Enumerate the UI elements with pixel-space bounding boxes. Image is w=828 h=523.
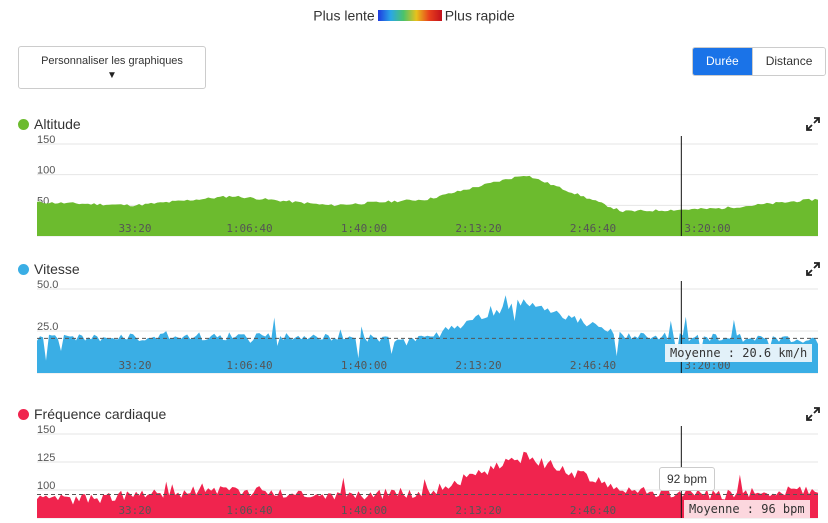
y-tick-label: 150: [37, 424, 55, 436]
heart-rate-legend-dot: [18, 408, 29, 420]
expand-icon[interactable]: [806, 262, 820, 276]
y-tick-label: 50.0: [37, 279, 58, 291]
altitude-title-text: Altitude: [34, 116, 81, 132]
series-area: [37, 175, 818, 236]
x-tick-label: 1:40:00: [341, 359, 387, 372]
series-area: [37, 451, 818, 518]
expand-icon[interactable]: [806, 407, 820, 421]
altitude-chart: 15010050033:201:06:401:40:002:13:202:46:…: [37, 134, 818, 238]
duration-toggle-button[interactable]: Durée: [693, 48, 752, 75]
x-tick-label: 1:06:40: [226, 359, 272, 372]
customize-charts-button[interactable]: Personnaliser les graphiques ▼: [18, 46, 206, 89]
y-tick-label: 100: [37, 165, 55, 177]
x-tick-label: 1:40:00: [341, 504, 387, 517]
heart-rate-average-badge: Moyenne : 96 bpm: [684, 500, 810, 518]
x-tick-label: 33:20: [118, 359, 151, 372]
y-tick-label: 25.0: [37, 321, 58, 333]
heart-rate-title-text: Fréquence cardiaque: [34, 406, 167, 422]
x-tick-label: 2:13:20: [455, 359, 501, 372]
speed-chart: 50.025.00.033:201:06:401:40:002:13:202:4…: [37, 279, 818, 375]
x-tick-label: 2:46:40: [570, 504, 616, 517]
slow-label: Plus lente: [313, 7, 375, 24]
speed-legend-dot: [18, 263, 29, 275]
speed-title-text: Vitesse: [34, 261, 80, 277]
distance-toggle-button[interactable]: Distance: [751, 48, 826, 75]
y-tick-label: 125: [37, 452, 55, 464]
speed-average-badge: Moyenne : 20.6 km/h: [665, 344, 813, 362]
x-tick-label: 3:20:00: [684, 359, 730, 372]
x-tick-label: 2:13:20: [455, 222, 501, 235]
x-tick-label: 3:20:00: [684, 222, 730, 235]
speed-gradient-bar: [377, 9, 442, 21]
x-tick-label: 2:46:40: [570, 359, 616, 372]
series-area: [37, 295, 818, 373]
x-tick-label: 1:40:00: [341, 222, 387, 235]
x-tick-label: 1:06:40: [226, 222, 272, 235]
altitude-chart-title: Altitude: [18, 116, 81, 132]
axis-mode-toggle: Durée Distance: [692, 47, 827, 76]
x-tick-label: 1:06:40: [226, 504, 272, 517]
y-tick-label: 150: [37, 134, 55, 146]
heart-rate-chart: 1501251007533:201:06:401:40:002:13:202:4…: [37, 424, 818, 520]
speed-color-legend: Plus lente Plus rapide: [0, 6, 828, 23]
y-tick-label: 100: [37, 480, 55, 492]
fast-label: Plus rapide: [444, 7, 515, 24]
speed-chart-title: Vitesse: [18, 261, 80, 277]
heart-rate-tooltip: 92 bpm: [659, 467, 716, 491]
customize-charts-label: Personnaliser les graphiques: [41, 55, 183, 67]
expand-icon[interactable]: [806, 117, 820, 131]
x-tick-label: 2:13:20: [455, 504, 501, 517]
caret-down-icon: ▼: [107, 70, 117, 81]
heart-rate-chart-title: Fréquence cardiaque: [18, 406, 166, 422]
altitude-legend-dot: [18, 118, 29, 130]
x-tick-label: 2:46:40: [570, 222, 616, 235]
x-tick-label: 33:20: [118, 222, 151, 235]
x-tick-label: 33:20: [118, 504, 151, 517]
